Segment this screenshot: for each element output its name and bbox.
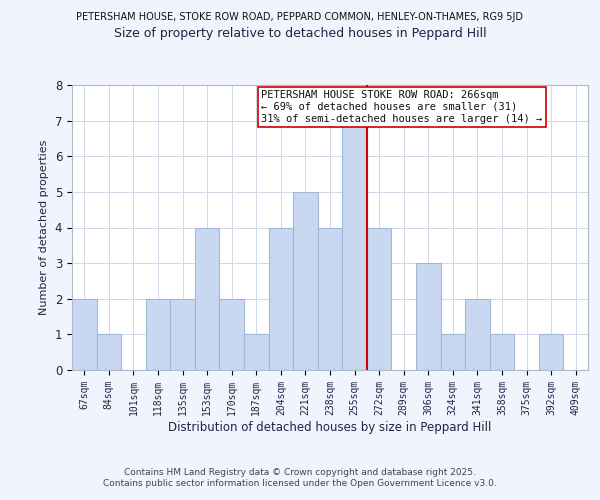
Bar — [293, 192, 318, 370]
X-axis label: Distribution of detached houses by size in Peppard Hill: Distribution of detached houses by size … — [169, 420, 491, 434]
Bar — [72, 298, 97, 370]
Text: Size of property relative to detached houses in Peppard Hill: Size of property relative to detached ho… — [113, 28, 487, 40]
Bar — [269, 228, 293, 370]
Y-axis label: Number of detached properties: Number of detached properties — [39, 140, 49, 315]
Bar — [244, 334, 269, 370]
Bar — [490, 334, 514, 370]
Bar — [318, 228, 342, 370]
Bar — [220, 298, 244, 370]
Text: Contains HM Land Registry data © Crown copyright and database right 2025.
Contai: Contains HM Land Registry data © Crown c… — [103, 468, 497, 487]
Bar — [539, 334, 563, 370]
Bar — [146, 298, 170, 370]
Text: PETERSHAM HOUSE, STOKE ROW ROAD, PEPPARD COMMON, HENLEY-ON-THAMES, RG9 5JD: PETERSHAM HOUSE, STOKE ROW ROAD, PEPPARD… — [77, 12, 523, 22]
Bar — [342, 120, 367, 370]
Bar — [440, 334, 465, 370]
Bar — [416, 263, 440, 370]
Bar — [195, 228, 220, 370]
Bar — [465, 298, 490, 370]
Bar — [97, 334, 121, 370]
Text: PETERSHAM HOUSE STOKE ROW ROAD: 266sqm
← 69% of detached houses are smaller (31): PETERSHAM HOUSE STOKE ROW ROAD: 266sqm ←… — [261, 90, 542, 124]
Bar — [170, 298, 195, 370]
Bar — [367, 228, 391, 370]
